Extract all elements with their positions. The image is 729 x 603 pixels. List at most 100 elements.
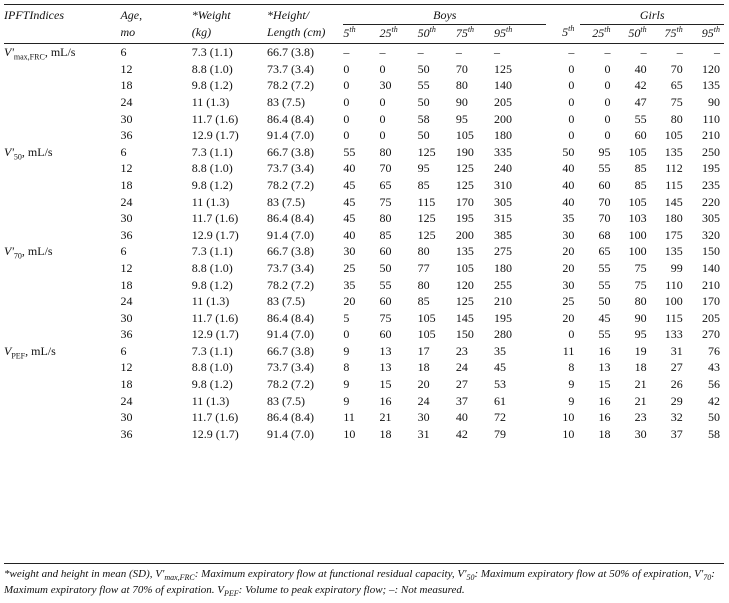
weight-cell: 9.8 (1.2) <box>191 78 233 93</box>
footnote-sub-vpef: PEF <box>223 589 239 599</box>
girls-value-cell: 75 <box>670 94 683 109</box>
girls-value-cell: 85 <box>634 161 647 176</box>
index-label-cell <box>4 227 120 244</box>
girls-value-cell: 20 <box>562 244 575 259</box>
index-label-cell <box>4 376 120 393</box>
girls-value-cell: 55 <box>598 161 611 176</box>
percentile-number: 25 <box>592 25 605 40</box>
girls-value-cell: 60 <box>634 128 647 143</box>
girls-value-cell: 100 <box>628 227 647 242</box>
girls-value-cell: 99 <box>670 260 683 275</box>
table-row: 24 11 (1.3) 83 (7.5) 20 60 85 125 210 25 50 80 100 1… <box>4 293 724 310</box>
boys-value-cell: 50 <box>417 128 430 143</box>
girls-value-cell: 21 <box>634 393 647 408</box>
index-unit: , mL/s <box>44 45 76 60</box>
girls-value-cell: 0 <box>568 327 575 342</box>
girls-value-cell: 180 <box>664 211 683 226</box>
boys-value-cell: – <box>417 45 424 60</box>
height-cell: 66.7 (3.8) <box>267 343 315 358</box>
boys-value-cell: 45 <box>343 177 356 192</box>
age-cell: 30 <box>120 310 133 325</box>
footnote-symbol-vpef: V <box>217 584 224 596</box>
percentile-suffix: th <box>391 24 398 34</box>
age-cell: 30 <box>120 111 133 126</box>
girls-value-cell: 65 <box>598 244 611 259</box>
boys-value-cell: 105 <box>417 327 436 342</box>
age-cell: 18 <box>120 377 133 392</box>
girls-value-cell: 85 <box>634 177 647 192</box>
girls-value-cell: 0 <box>604 78 611 93</box>
boys-value-cell: 255 <box>493 277 512 292</box>
girls-value-cell: 115 <box>665 310 683 325</box>
header-weight-line2: (kg) <box>191 24 268 45</box>
footnote-symbol-vmaxfrc: V' <box>155 568 165 580</box>
boys-value-cell: 310 <box>493 177 512 192</box>
index-label-cell <box>4 94 120 111</box>
girls-value-cell: 47 <box>634 94 647 109</box>
weight-cell: 12.9 (1.7) <box>191 227 239 242</box>
boys-value-cell: 305 <box>493 194 512 209</box>
footnote-sub-v70: 70 <box>703 573 712 583</box>
index-label-cell <box>4 194 120 211</box>
height-cell: 78.2 (7.2) <box>267 78 315 93</box>
girls-value-cell: 0 <box>604 94 611 109</box>
girls-value-cell: 210 <box>702 128 720 143</box>
boys-value-cell: 24 <box>417 393 430 408</box>
boys-value-cell: 16 <box>379 393 392 408</box>
girls-value-cell: 0 <box>568 111 575 126</box>
girls-value-cell: 55 <box>634 111 647 126</box>
table-row: 12 8.8 (1.0) 73.7 (3.4) 40 70 95 125 240 40 55 85 1… <box>4 160 724 177</box>
boys-value-cell: 20 <box>417 377 430 392</box>
boys-value-cell: 55 <box>343 144 356 159</box>
boys-value-cell: 190 <box>455 144 474 159</box>
girls-value-cell: 70 <box>598 194 611 209</box>
girls-value-cell: 11 <box>562 343 575 358</box>
boys-value-cell: 125 <box>417 227 436 242</box>
age-cell: 36 <box>120 227 133 242</box>
girls-value-cell: 0 <box>604 61 611 76</box>
age-cell: 24 <box>120 294 133 309</box>
boys-value-cell: 25 <box>343 260 356 275</box>
girls-value-cell: 100 <box>628 244 647 259</box>
weight-cell: 11 (1.3) <box>191 194 230 209</box>
boys-value-cell: 45 <box>343 194 356 209</box>
height-cell: 86.4 (8.4) <box>267 410 315 425</box>
height-cell: 86.4 (8.4) <box>267 211 315 226</box>
table-row: 24 11 (1.3) 83 (7.5) 9 16 24 37 61 9 16 21 29 42 <box>4 393 724 410</box>
girls-value-cell: 75 <box>634 277 647 292</box>
girls-value-cell: 15 <box>598 377 611 392</box>
boys-value-cell: 18 <box>417 360 430 375</box>
girls-value-cell: 95 <box>598 144 611 159</box>
girls-value-cell: – <box>640 45 647 60</box>
girls-value-cell: 270 <box>702 327 720 342</box>
girls-value-cell: 45 <box>598 310 611 325</box>
boys-value-cell: 35 <box>493 343 506 358</box>
height-cell: 91.4 (7.0) <box>267 227 315 242</box>
percentile-suffix: th <box>604 24 611 34</box>
index-label-cell <box>4 260 120 277</box>
girls-value-cell: 75 <box>634 260 647 275</box>
index-label-cell <box>4 293 120 310</box>
girls-value-cell: 18 <box>634 360 647 375</box>
boys-value-cell: 70 <box>379 161 392 176</box>
percentile-suffix: th <box>713 24 720 34</box>
age-cell: 30 <box>120 410 133 425</box>
index-symbol: V <box>4 343 12 358</box>
girls-percentile-header: 95th <box>688 24 724 45</box>
table-body: V'max,FRC, mL/s 6 7.3 (1.1) 66.7 (3.8) – – – – –… <box>4 44 724 443</box>
girls-value-cell: 105 <box>628 144 647 159</box>
percentile-suffix: th <box>640 24 647 34</box>
height-cell: 78.2 (7.2) <box>267 177 315 192</box>
boys-value-cell: 0 <box>343 78 350 93</box>
table-footnote: *weight and height in mean (SD), V'max,F… <box>4 563 724 598</box>
age-cell: 18 <box>120 277 133 292</box>
boys-value-cell: 0 <box>343 128 350 143</box>
boys-value-cell: – <box>455 45 462 60</box>
boys-percentile-header: 95th <box>493 24 547 45</box>
boys-value-cell: 79 <box>493 426 506 441</box>
percentile-suffix: th <box>429 24 436 34</box>
weight-cell: 12.9 (1.7) <box>191 426 239 441</box>
percentile-number: 95 <box>701 25 714 40</box>
weight-cell: 11.7 (1.6) <box>191 410 239 425</box>
percentile-suffix: th <box>568 24 575 34</box>
